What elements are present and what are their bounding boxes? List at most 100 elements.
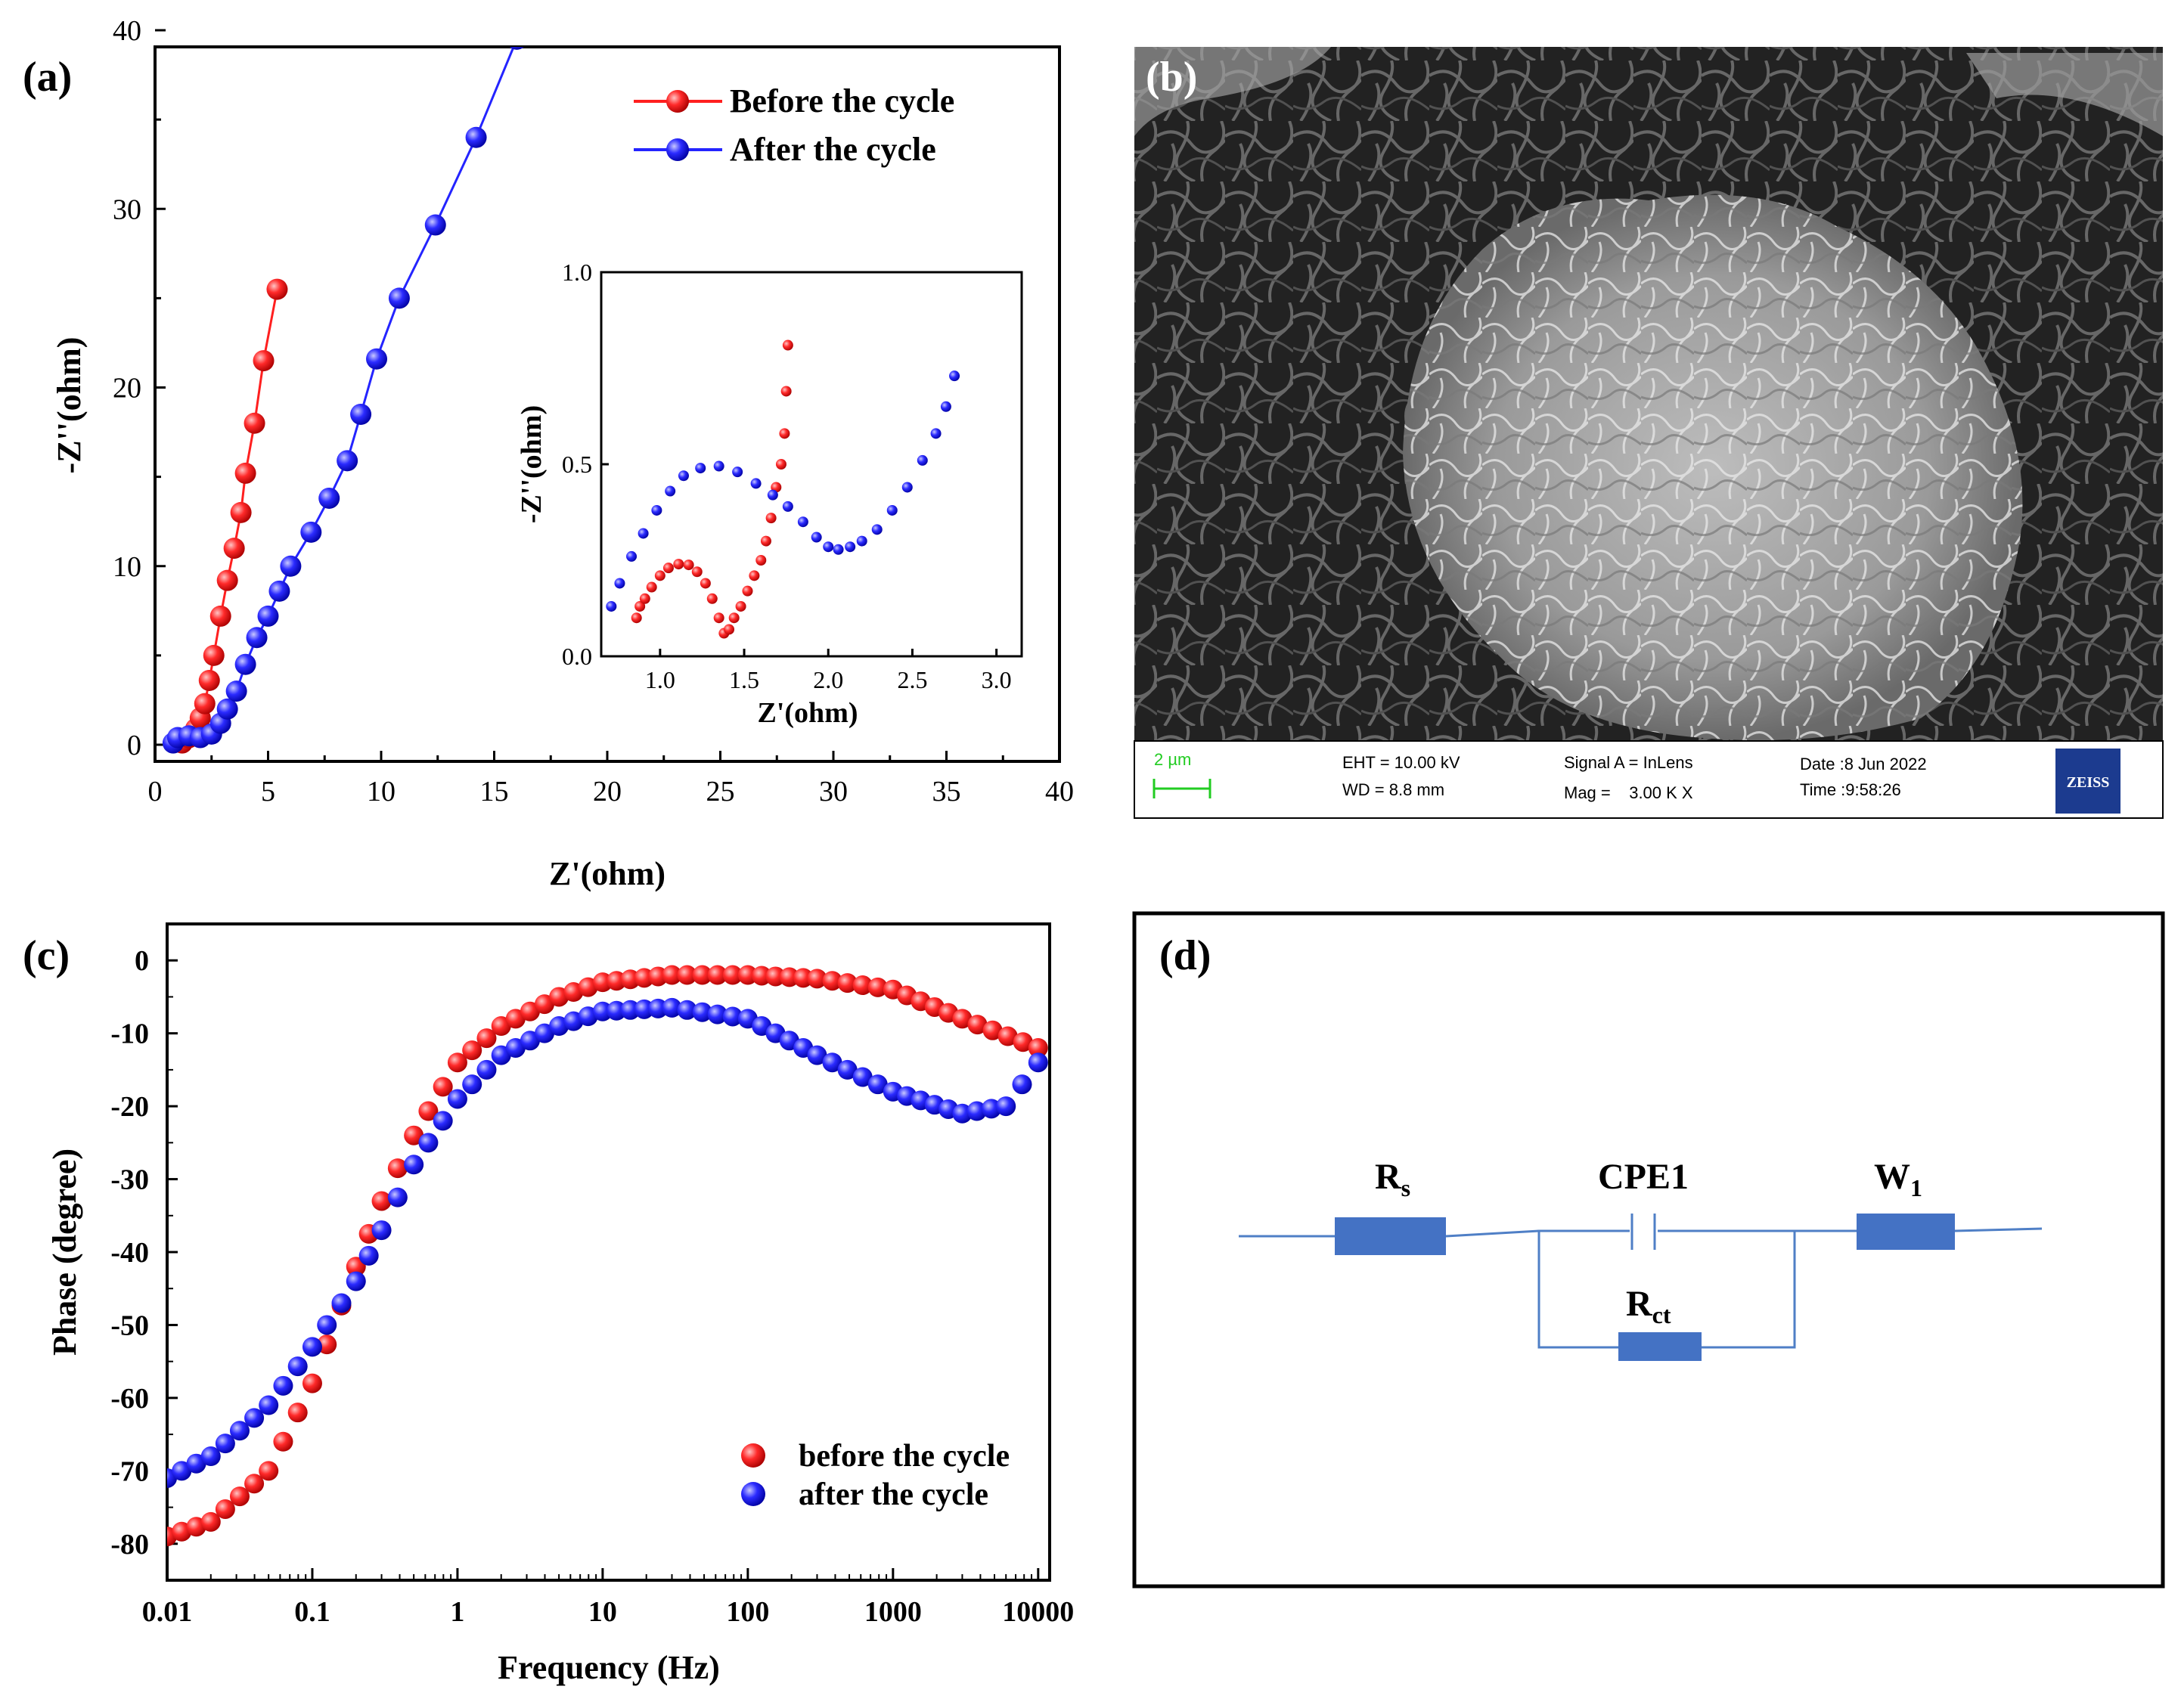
inset-y-axis-label: -Z''(ohm)	[516, 405, 548, 523]
equivalent-circuit	[1239, 1214, 2043, 1349]
inset-data-point	[833, 544, 844, 555]
bode-data-point	[302, 1373, 322, 1393]
inset-data-point	[638, 528, 649, 539]
nyquist-series-line	[172, 47, 515, 744]
inset-data-point	[646, 581, 657, 593]
inset-data-point	[651, 504, 662, 516]
inset-data-point	[886, 504, 898, 516]
inset-x-tick-label: 1.0	[645, 666, 675, 693]
nyquist-x-tick-label: 15	[480, 776, 509, 808]
label-w1: W1	[1874, 1157, 1922, 1201]
sem-info-bar	[1134, 740, 2164, 819]
sem-signal: Signal A = InLens	[1564, 753, 1693, 772]
inset-data-point	[760, 535, 771, 547]
inset-data-point	[782, 501, 793, 512]
bode-data-point	[229, 1486, 250, 1507]
bode-data-point	[358, 1245, 379, 1266]
bode-data-point	[867, 1074, 888, 1095]
sem-date: Date :8 Jun 2022	[1800, 755, 1927, 773]
inset-data-point	[823, 541, 834, 553]
nyquist-data-point	[244, 412, 265, 434]
nyquist-data-point	[337, 450, 358, 472]
inset-data-point	[713, 460, 724, 472]
bode-x-tick-label: 1000	[864, 1596, 922, 1628]
bode-data-point	[966, 1101, 987, 1121]
bode-data-point	[215, 1499, 235, 1519]
nyquist-axes: 0 5 10 15 20 25 30 35 40 0 10 20 30 40	[113, 15, 1074, 808]
bode-data-point	[287, 1356, 308, 1377]
bode-data-point	[346, 1271, 366, 1291]
nyquist-data-point	[209, 605, 231, 627]
inset-data-point	[845, 541, 856, 553]
inset-data-point	[728, 612, 740, 624]
nyquist-data-point	[225, 680, 247, 702]
label-rs: Rs	[1375, 1157, 1410, 1201]
bode-data-point	[287, 1403, 308, 1423]
bode-data-point	[1013, 1032, 1033, 1052]
zeiss-logo-text: ZEISS	[2067, 774, 2110, 791]
panel-label-c: (c)	[23, 932, 70, 979]
bode-data-point	[967, 1015, 988, 1035]
label-w1-main: W	[1874, 1157, 1910, 1197]
nyquist-x-tick-label: 20	[593, 776, 622, 808]
nyquist-inset: 1.0 1.5 2.0 2.5 3.0 0.0 0.5 1.0 Z'(ohm) -Z''(oh…	[516, 259, 1023, 729]
inset-data-point	[639, 593, 650, 604]
inset-data-point	[735, 600, 746, 612]
bode-data-point	[200, 1511, 221, 1532]
legend-after-label: After the cycle	[730, 131, 936, 168]
nyquist-y-tick-label: 20	[113, 373, 141, 405]
nyquist-series-lines	[172, 47, 515, 744]
nyquist-data-point	[203, 644, 225, 666]
inset-data-point	[775, 459, 786, 470]
bode-y-tick-label: -70	[110, 1455, 149, 1487]
nyquist-data-point	[253, 350, 275, 372]
inset-data-point	[695, 463, 706, 474]
bode-data-point	[952, 1009, 973, 1029]
legend-before-label-c: before the cycle	[799, 1439, 1010, 1474]
panel-label-b: (b)	[1146, 54, 1197, 101]
nyquist-data-point	[509, 47, 525, 50]
panel-label-a: (a)	[23, 54, 72, 101]
bode-data-point	[852, 975, 873, 996]
bode-y-tick-label: 0	[135, 945, 149, 977]
inset-data-point	[917, 454, 928, 466]
bode-data-point	[722, 965, 743, 985]
nyquist-data-point	[216, 698, 238, 720]
sem-scale-label: 2 µm	[1154, 750, 1191, 769]
bode-data-point	[765, 966, 786, 987]
bode-y-tick-label: -10	[110, 1018, 149, 1050]
label-rct: Rct	[1626, 1284, 1671, 1328]
circuit-wire-parallel	[1537, 1231, 1796, 1349]
nyquist-x-tick-label: 40	[1045, 776, 1074, 808]
inset-frame	[600, 271, 1023, 658]
inset-data-point	[782, 339, 793, 351]
inset-data-point	[755, 555, 767, 566]
bode-data-point	[418, 1101, 439, 1121]
bode-data-point	[433, 1111, 453, 1131]
inset-data-point	[742, 585, 753, 597]
bode-x-tick-label: 10	[588, 1596, 617, 1628]
bode-data-point	[215, 1434, 235, 1454]
bode-x-tick-label: 100	[726, 1596, 769, 1628]
label-w1-sub: 1	[1910, 1174, 1922, 1201]
bode-data-point	[387, 1187, 408, 1207]
nyquist-data-point	[388, 287, 410, 309]
nyquist-y-tick-label: 40	[113, 15, 141, 47]
warburg-w1	[1857, 1214, 1955, 1250]
bode-y-tick-label: -30	[110, 1164, 149, 1196]
sem-time: Time :9:58:26	[1800, 780, 1901, 799]
inset-data-point	[606, 600, 617, 612]
bode-data-point	[707, 965, 728, 985]
bode-data-point	[371, 1191, 392, 1211]
sem-mag: Mag = 3.00 K X	[1564, 783, 1693, 802]
bode-data-point	[462, 1074, 482, 1095]
bode-x-axis-label: Frequency (Hz)	[498, 1649, 720, 1686]
bode-data-point	[433, 1077, 453, 1097]
bode-data-point	[634, 999, 654, 1019]
bode-data-point	[620, 1000, 641, 1020]
nyquist-data-point	[465, 126, 487, 148]
nyquist-data-point	[366, 348, 388, 370]
nyquist-data-point	[424, 214, 446, 236]
inset-x-tick-label: 2.0	[813, 666, 843, 693]
inset-data-point	[767, 489, 778, 501]
